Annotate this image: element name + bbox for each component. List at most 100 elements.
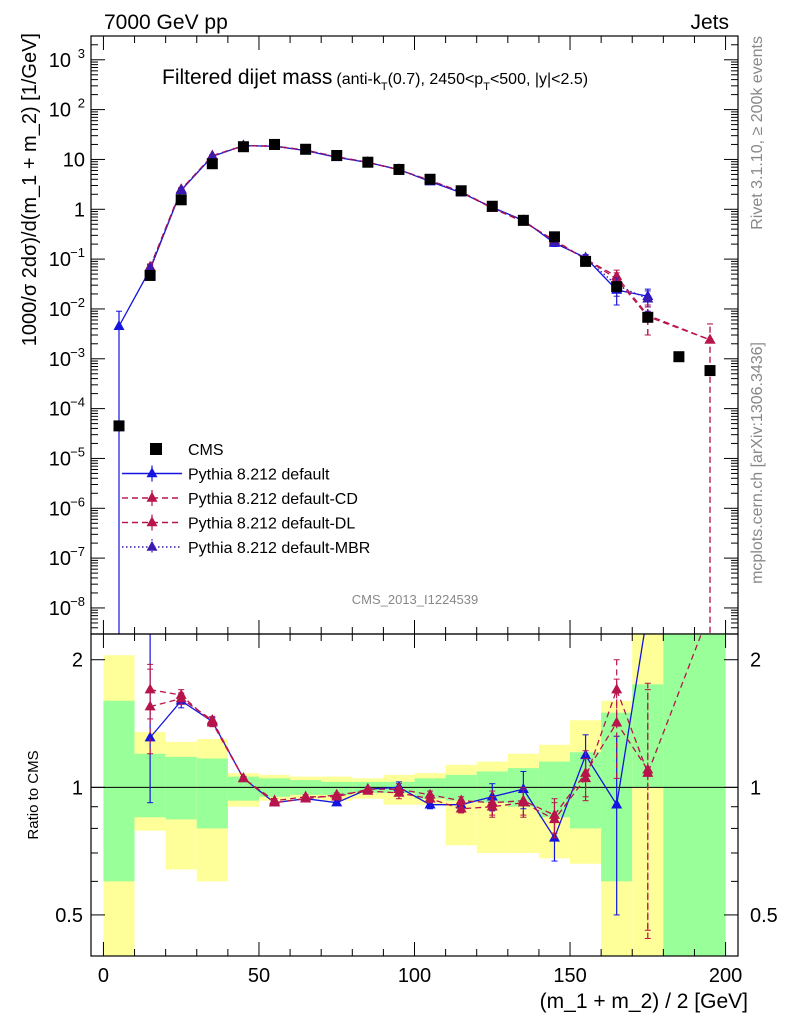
main-y-tick-label: 10 (49, 548, 71, 570)
x-tick-label: 50 (248, 965, 270, 987)
ratio-series-marker (486, 790, 498, 801)
cms-data-point (642, 311, 654, 323)
plot-title-sub-T1: T (381, 81, 388, 93)
cms-data-point (673, 351, 685, 363)
ratio-series-marker (393, 786, 405, 797)
ratio-series-marker (237, 772, 249, 783)
ratio-y-tick-label-right: 0.5 (750, 905, 778, 927)
main-y-tick-label: 10 (49, 399, 71, 421)
legend-series-marker (146, 467, 158, 478)
cms-data-point (455, 185, 467, 197)
cms-data-point (517, 214, 529, 226)
main-y-tick-label: 10 (49, 349, 71, 371)
plot-title: Filtered dijet mass (anti-kT(0.7), 2450<p… (162, 66, 588, 93)
main-series-marker (704, 333, 716, 344)
x-tick-label: 150 (553, 965, 586, 987)
main-y-tick-label: 10 (49, 299, 71, 321)
main-series-marker (642, 292, 654, 303)
main-series-lines (118, 145, 711, 341)
main-series-marker (175, 183, 187, 194)
main-y-tick-label: 10 (49, 448, 71, 470)
ratio-series-marker (206, 716, 218, 727)
main-y-tick-label: 10 (49, 598, 71, 620)
plot-title-sub-suffix: <500, |y|<2.5) (490, 71, 588, 88)
main-y-tick-label: 1 (74, 199, 85, 221)
ratio-series-marker (455, 802, 467, 813)
main-series-marker (206, 150, 218, 160)
main-y-tick-exponent: 3 (78, 46, 85, 61)
cms-data-point (175, 194, 187, 206)
ratio-uncertainty-bands (103, 634, 726, 956)
ratio-y-tick-label-right: 1 (750, 777, 761, 799)
ratio-band-inner (196, 758, 228, 829)
main-y-tick-label: 10 (49, 100, 71, 122)
cms-data-point (362, 156, 374, 168)
ratio-series-marker (175, 689, 187, 699)
side-mcplots-label: mcplots.cern.ch [arXiv:1306.3436] (749, 342, 766, 584)
ratio-series-marker (486, 800, 498, 811)
ratio-band-inner (103, 700, 135, 882)
ratio-series-marker (517, 796, 529, 807)
ratio-y-tick-label-right: 2 (750, 650, 761, 672)
ratio-series-marker (580, 772, 592, 783)
ratio-series-marker (331, 788, 343, 799)
analysis-id: CMS_2013_I1224539 (352, 592, 479, 607)
ratio-band-inner (165, 756, 197, 820)
x-tick-label: 100 (398, 965, 431, 987)
main-y-tick-exponent: −4 (70, 395, 85, 410)
side-rivet-label: Rivet 3.1.10, ≥ 200k events (749, 36, 766, 230)
ratio-series-marker (362, 784, 374, 795)
legend-entry-label: Pythia 8.212 default-MBR (188, 540, 370, 557)
legend-entry-label: CMS (188, 442, 224, 459)
legend-cms-marker (150, 443, 162, 455)
cms-data-point (580, 255, 592, 267)
cms-data-point (486, 200, 498, 212)
cms-data-point (113, 420, 125, 432)
cms-data-markers (113, 138, 716, 432)
ratio-series-marker (580, 767, 592, 777)
main-y-tick-exponent: −8 (70, 594, 85, 609)
main-y-tick-exponent: −3 (70, 345, 85, 360)
ratio-panel: 0.5 0.5 1 1 2 2 0 50 100 150 200 (55, 633, 778, 987)
main-series-markers (113, 139, 716, 634)
ratio-y-tick-label: 0.5 (55, 905, 83, 927)
ratio-series-marker (424, 792, 436, 803)
ratio-series-marker (269, 796, 281, 807)
header-jets-label: Jets (690, 11, 729, 34)
x-tick-label: 200 (709, 965, 742, 987)
main-y-tick-exponent: −7 (70, 544, 85, 559)
ratio-band-inner (663, 634, 695, 956)
ratio-y-axis-label: Ratio to CMS (25, 750, 42, 839)
main-y-tick-label: 10 (49, 249, 71, 271)
cms-data-point (331, 149, 343, 161)
ratio-series-marker (144, 683, 156, 694)
cms-data-point (548, 231, 560, 243)
legend-series-marker (146, 540, 158, 551)
plot-title-sub-prefix: (anti-k (336, 71, 381, 88)
main-series-line (118, 145, 648, 327)
main-y-tick-exponent: 2 (78, 96, 85, 111)
ratio-series (144, 634, 703, 939)
cms-data-point (704, 365, 716, 377)
ratio-series-marker (331, 796, 343, 807)
ratio-y-tick-label: 1 (72, 777, 83, 799)
ratio-series-marker (611, 798, 623, 809)
cms-data-point (300, 143, 312, 155)
cms-data-point (237, 141, 249, 153)
ratio-series-marker (144, 731, 156, 742)
cms-data-point (424, 173, 436, 185)
ratio-series-marker (517, 783, 529, 793)
main-y-tick-label: 10 (49, 498, 71, 520)
ratio-band-inner (694, 634, 726, 956)
main-y-tick-exponent: −2 (70, 295, 85, 310)
main-x-ticks (102, 36, 727, 634)
main-series-marker (113, 320, 125, 330)
legend: CMS Pythia 8.212 default Pythia 8.212 defa… (122, 442, 370, 557)
x-axis-label: (m_1 + m_2) / 2 [GeV] (540, 990, 748, 1013)
legend-series-marker (146, 516, 158, 527)
legend-entry-label: Pythia 8.212 default-CD (188, 491, 358, 508)
ratio-y-ticks: 0.5 0.5 1 1 2 2 (55, 650, 778, 927)
